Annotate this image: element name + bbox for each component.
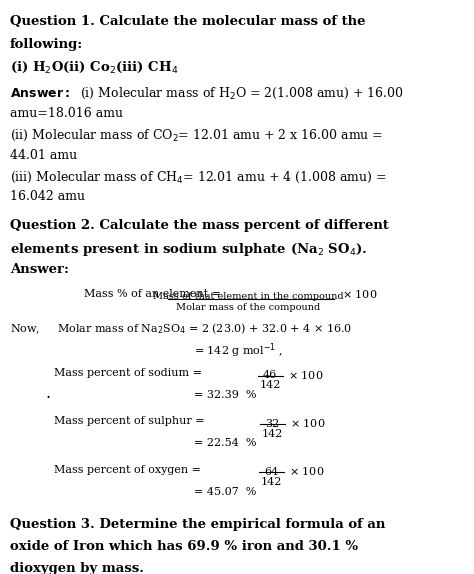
Text: $\mathbf{Answer:}$  (i) Molecular mass of H$_2$O = 2(1.008 amu) + 16.00: $\mathbf{Answer:}$ (i) Molecular mass of… — [10, 86, 404, 102]
Text: $\times$ 100: $\times$ 100 — [290, 417, 325, 429]
Text: Now,     Molar mass of Na$_2$SO$_4$ = 2 (23.0) + 32.0 + 4 × 16.0: Now, Molar mass of Na$_2$SO$_4$ = 2 (23.… — [10, 322, 352, 336]
Text: Question 3. Determine the empirical formula of an: Question 3. Determine the empirical form… — [10, 518, 385, 532]
Text: Molar mass of the compound: Molar mass of the compound — [176, 302, 320, 312]
Text: = 22.54  %: = 22.54 % — [194, 439, 256, 448]
Text: Question 2. Calculate the mass percent of different: Question 2. Calculate the mass percent o… — [10, 219, 389, 232]
Text: $\times$ 100: $\times$ 100 — [289, 466, 325, 477]
Text: oxide of Iron which has 69.9 % iron and 30.1 %: oxide of Iron which has 69.9 % iron and … — [10, 540, 358, 553]
Text: 142: 142 — [262, 429, 283, 439]
Text: Mass percent of sulphur =: Mass percent of sulphur = — [54, 417, 204, 426]
Text: = 142 g mol$^{-1}$ ,: = 142 g mol$^{-1}$ , — [194, 341, 283, 359]
Text: (ii) Molecular mass of CO$_2$= 12.01 amu + 2 x 16.00 amu =: (ii) Molecular mass of CO$_2$= 12.01 amu… — [10, 128, 383, 143]
Text: (i) H$_2$O(ii) Co$_2$(iii) CH$_4$: (i) H$_2$O(ii) Co$_2$(iii) CH$_4$ — [10, 60, 179, 75]
Text: $\times$ 100: $\times$ 100 — [342, 288, 378, 300]
Text: 32: 32 — [265, 418, 280, 429]
Text: amu=18.016 amu: amu=18.016 amu — [10, 107, 123, 120]
Text: Mass of that element in the compound: Mass of that element in the compound — [153, 292, 344, 301]
Text: dioxygen by mass.: dioxygen by mass. — [10, 562, 144, 574]
Text: Mass percent of oxygen =: Mass percent of oxygen = — [54, 465, 201, 475]
Text: $\times$ 100: $\times$ 100 — [288, 369, 323, 381]
Text: 46: 46 — [263, 370, 277, 381]
Text: 16.042 amu: 16.042 amu — [10, 191, 85, 203]
Text: elements present in sodium sulphate (Na$_2$ SO$_4$).: elements present in sodium sulphate (Na$… — [10, 241, 367, 258]
Text: = 45.07  %: = 45.07 % — [194, 487, 256, 497]
Text: = 32.39  %: = 32.39 % — [194, 390, 256, 400]
Text: 142: 142 — [260, 381, 281, 390]
Text: Mass % of an element =: Mass % of an element = — [84, 289, 221, 299]
Text: (iii) Molecular mass of CH$_4$= 12.01 amu + 4 (1.008 amu) =: (iii) Molecular mass of CH$_4$= 12.01 am… — [10, 169, 387, 185]
Text: 142: 142 — [261, 477, 283, 487]
Text: ·: · — [45, 390, 50, 407]
Text: Answer:: Answer: — [10, 262, 69, 276]
Text: 64: 64 — [264, 467, 279, 477]
Text: 44.01 amu: 44.01 amu — [10, 149, 77, 162]
Text: Mass percent of sodium =: Mass percent of sodium = — [54, 369, 202, 378]
Text: following:: following: — [10, 38, 83, 51]
Text: Question 1. Calculate the molecular mass of the: Question 1. Calculate the molecular mass… — [10, 15, 365, 28]
